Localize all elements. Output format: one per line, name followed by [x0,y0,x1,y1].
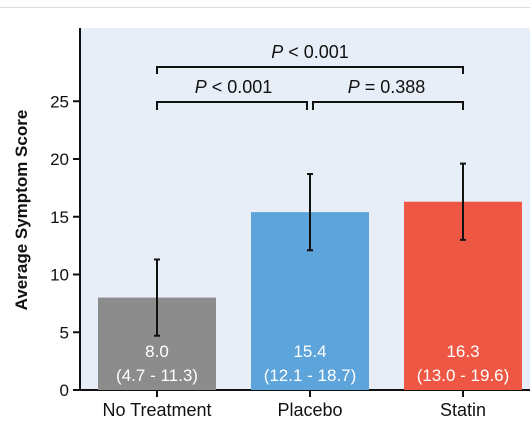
y-tick-label: 5 [60,323,69,342]
significance-bracket [312,101,464,110]
bar-ci-label: (12.1 - 18.7) [264,366,357,385]
top-divider [0,7,530,8]
p-value-label: P < 0.001 [195,77,273,97]
bar-value-label: 15.4 [293,342,326,361]
y-tick-label: 0 [60,381,69,400]
y-tick-label: 25 [50,92,69,111]
y-tick-label: 15 [50,208,69,227]
y-axis-label: Average Symptom Score [12,110,31,311]
bar-value-labels: 8.0 (4.7 - 11.3) 15.4 (12.1 - 18.7) 16.3 (13.… [116,342,509,385]
bar-ci-label: (13.0 - 19.6) [417,366,510,385]
significance-bracket [156,66,464,74]
p-value-label: P = 0.388 [348,77,426,97]
y-tick-label: 20 [50,150,69,169]
x-tick-label: Placebo [277,400,342,420]
bars [98,201,522,390]
y-tick-label: 10 [50,266,69,285]
significance-brackets: P < 0.001 P < 0.001 P = 0.388 [156,42,464,110]
x-tick-label: Statin [440,400,486,420]
bar-ci-label: (4.7 - 11.3) [116,366,198,385]
error-bars [154,162,466,337]
p-value-label: P < 0.001 [271,42,349,62]
significance-bracket [156,101,308,110]
x-tick-label: No Treatment [102,400,211,420]
bar-value-label: 8.0 [145,342,169,361]
bar-value-label: 16.3 [446,342,479,361]
